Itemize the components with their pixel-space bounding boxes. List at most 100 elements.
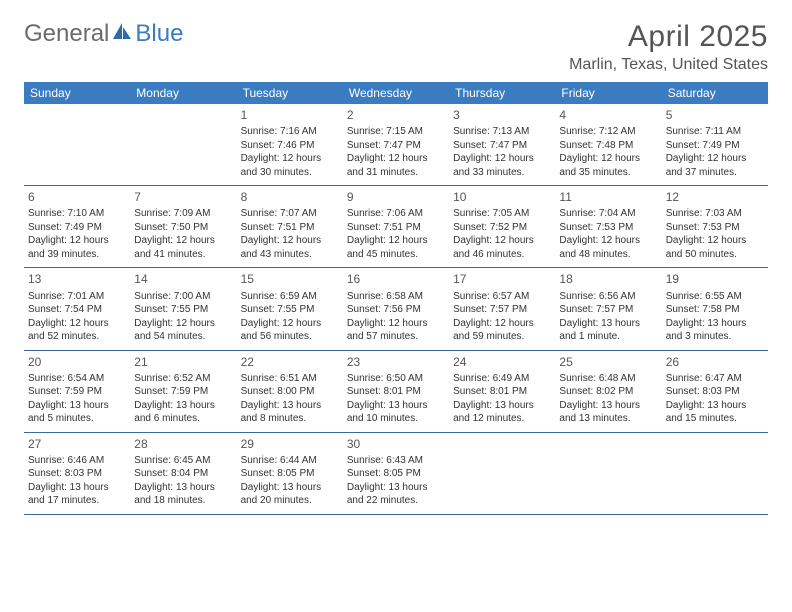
daylight-text: Daylight: 13 hours and 12 minutes.	[453, 399, 551, 426]
week-row: 27Sunrise: 6:46 AMSunset: 8:03 PMDayligh…	[24, 433, 768, 515]
day-cell: 18Sunrise: 6:56 AMSunset: 7:57 PMDayligh…	[555, 268, 661, 349]
day-number: 20	[28, 354, 126, 370]
daylight-text: Daylight: 13 hours and 3 minutes.	[666, 317, 764, 344]
day-number: 30	[347, 436, 445, 452]
day-header-monday: Monday	[130, 82, 236, 104]
daylight-text: Daylight: 13 hours and 10 minutes.	[347, 399, 445, 426]
day-cell: 8Sunrise: 7:07 AMSunset: 7:51 PMDaylight…	[237, 186, 343, 267]
sunset-text: Sunset: 7:53 PM	[559, 221, 657, 235]
sunset-text: Sunset: 7:50 PM	[134, 221, 232, 235]
sunset-text: Sunset: 7:48 PM	[559, 139, 657, 153]
sunset-text: Sunset: 8:00 PM	[241, 385, 339, 399]
day-number: 2	[347, 107, 445, 123]
day-cell: 7Sunrise: 7:09 AMSunset: 7:50 PMDaylight…	[130, 186, 236, 267]
day-cell: 4Sunrise: 7:12 AMSunset: 7:48 PMDaylight…	[555, 104, 661, 185]
day-cell	[555, 433, 661, 514]
sunset-text: Sunset: 7:58 PM	[666, 303, 764, 317]
day-header-wednesday: Wednesday	[343, 82, 449, 104]
day-cell: 19Sunrise: 6:55 AMSunset: 7:58 PMDayligh…	[662, 268, 768, 349]
day-number: 19	[666, 271, 764, 287]
day-number: 8	[241, 189, 339, 205]
day-cell	[449, 433, 555, 514]
daylight-text: Daylight: 13 hours and 13 minutes.	[559, 399, 657, 426]
day-number: 27	[28, 436, 126, 452]
day-number: 9	[347, 189, 445, 205]
daylight-text: Daylight: 12 hours and 46 minutes.	[453, 234, 551, 261]
day-cell: 23Sunrise: 6:50 AMSunset: 8:01 PMDayligh…	[343, 351, 449, 432]
month-title: April 2025	[569, 20, 768, 54]
day-number: 21	[134, 354, 232, 370]
sunrise-text: Sunrise: 7:07 AM	[241, 207, 339, 221]
logo: General Blue	[24, 20, 183, 48]
day-number: 12	[666, 189, 764, 205]
day-cell: 10Sunrise: 7:05 AMSunset: 7:52 PMDayligh…	[449, 186, 555, 267]
sunrise-text: Sunrise: 6:47 AM	[666, 372, 764, 386]
day-number: 29	[241, 436, 339, 452]
sunrise-text: Sunrise: 6:57 AM	[453, 290, 551, 304]
sunset-text: Sunset: 7:59 PM	[28, 385, 126, 399]
sunset-text: Sunset: 7:52 PM	[453, 221, 551, 235]
sunrise-text: Sunrise: 6:50 AM	[347, 372, 445, 386]
sunrise-text: Sunrise: 6:43 AM	[347, 454, 445, 468]
sunrise-text: Sunrise: 6:58 AM	[347, 290, 445, 304]
day-header-saturday: Saturday	[662, 82, 768, 104]
daylight-text: Daylight: 12 hours and 33 minutes.	[453, 152, 551, 179]
daylight-text: Daylight: 12 hours and 45 minutes.	[347, 234, 445, 261]
day-number: 13	[28, 271, 126, 287]
day-cell: 15Sunrise: 6:59 AMSunset: 7:55 PMDayligh…	[237, 268, 343, 349]
day-number: 23	[347, 354, 445, 370]
sunset-text: Sunset: 8:03 PM	[666, 385, 764, 399]
sunset-text: Sunset: 8:05 PM	[347, 467, 445, 481]
day-cell: 6Sunrise: 7:10 AMSunset: 7:49 PMDaylight…	[24, 186, 130, 267]
day-number: 6	[28, 189, 126, 205]
day-cell: 30Sunrise: 6:43 AMSunset: 8:05 PMDayligh…	[343, 433, 449, 514]
sunset-text: Sunset: 7:47 PM	[347, 139, 445, 153]
location: Marlin, Texas, United States	[569, 56, 768, 74]
week-row: 1Sunrise: 7:16 AMSunset: 7:46 PMDaylight…	[24, 104, 768, 186]
logo-text-general: General	[24, 20, 109, 48]
daylight-text: Daylight: 12 hours and 57 minutes.	[347, 317, 445, 344]
day-cell: 25Sunrise: 6:48 AMSunset: 8:02 PMDayligh…	[555, 351, 661, 432]
sunrise-text: Sunrise: 6:51 AM	[241, 372, 339, 386]
day-cell: 27Sunrise: 6:46 AMSunset: 8:03 PMDayligh…	[24, 433, 130, 514]
daylight-text: Daylight: 13 hours and 8 minutes.	[241, 399, 339, 426]
sunrise-text: Sunrise: 6:56 AM	[559, 290, 657, 304]
daylight-text: Daylight: 12 hours and 41 minutes.	[134, 234, 232, 261]
day-number: 16	[347, 271, 445, 287]
sunrise-text: Sunrise: 7:06 AM	[347, 207, 445, 221]
day-cell: 17Sunrise: 6:57 AMSunset: 7:57 PMDayligh…	[449, 268, 555, 349]
day-cell: 14Sunrise: 7:00 AMSunset: 7:55 PMDayligh…	[130, 268, 236, 349]
sunrise-text: Sunrise: 7:04 AM	[559, 207, 657, 221]
day-number: 28	[134, 436, 232, 452]
sunset-text: Sunset: 7:51 PM	[347, 221, 445, 235]
day-cell: 16 Sunrise: 6:58 AMSunset: 7:56 PMDayligh…	[343, 268, 449, 349]
sunrise-text: Sunrise: 6:49 AM	[453, 372, 551, 386]
day-number: 14	[134, 271, 232, 287]
sunset-text: Sunset: 7:51 PM	[241, 221, 339, 235]
day-number: 22	[241, 354, 339, 370]
day-cell: 1Sunrise: 7:16 AMSunset: 7:46 PMDaylight…	[237, 104, 343, 185]
daylight-text: Daylight: 12 hours and 52 minutes.	[28, 317, 126, 344]
sunrise-text: Sunrise: 7:09 AM	[134, 207, 232, 221]
daylight-text: Daylight: 13 hours and 20 minutes.	[241, 481, 339, 508]
sunset-text: Sunset: 7:49 PM	[28, 221, 126, 235]
week-row: 20Sunrise: 6:54 AMSunset: 7:59 PMDayligh…	[24, 351, 768, 433]
sunset-text: Sunset: 7:53 PM	[666, 221, 764, 235]
sunset-text: Sunset: 7:56 PM	[347, 303, 445, 317]
sunset-text: Sunset: 7:49 PM	[666, 139, 764, 153]
sunset-text: Sunset: 7:59 PM	[134, 385, 232, 399]
sunset-text: Sunset: 8:04 PM	[134, 467, 232, 481]
sunrise-text: Sunrise: 7:10 AM	[28, 207, 126, 221]
day-header-sunday: Sunday	[24, 82, 130, 104]
day-cell: 13Sunrise: 7:01 AMSunset: 7:54 PMDayligh…	[24, 268, 130, 349]
weeks-container: 1Sunrise: 7:16 AMSunset: 7:46 PMDaylight…	[24, 104, 768, 515]
daylight-text: Daylight: 13 hours and 17 minutes.	[28, 481, 126, 508]
calendar: Sunday Monday Tuesday Wednesday Thursday…	[24, 82, 768, 515]
sunrise-text: Sunrise: 7:12 AM	[559, 125, 657, 139]
sunset-text: Sunset: 8:01 PM	[453, 385, 551, 399]
day-cell: 11Sunrise: 7:04 AMSunset: 7:53 PMDayligh…	[555, 186, 661, 267]
day-cell	[662, 433, 768, 514]
sunset-text: Sunset: 8:05 PM	[241, 467, 339, 481]
sunrise-text: Sunrise: 6:45 AM	[134, 454, 232, 468]
day-header-thursday: Thursday	[449, 82, 555, 104]
